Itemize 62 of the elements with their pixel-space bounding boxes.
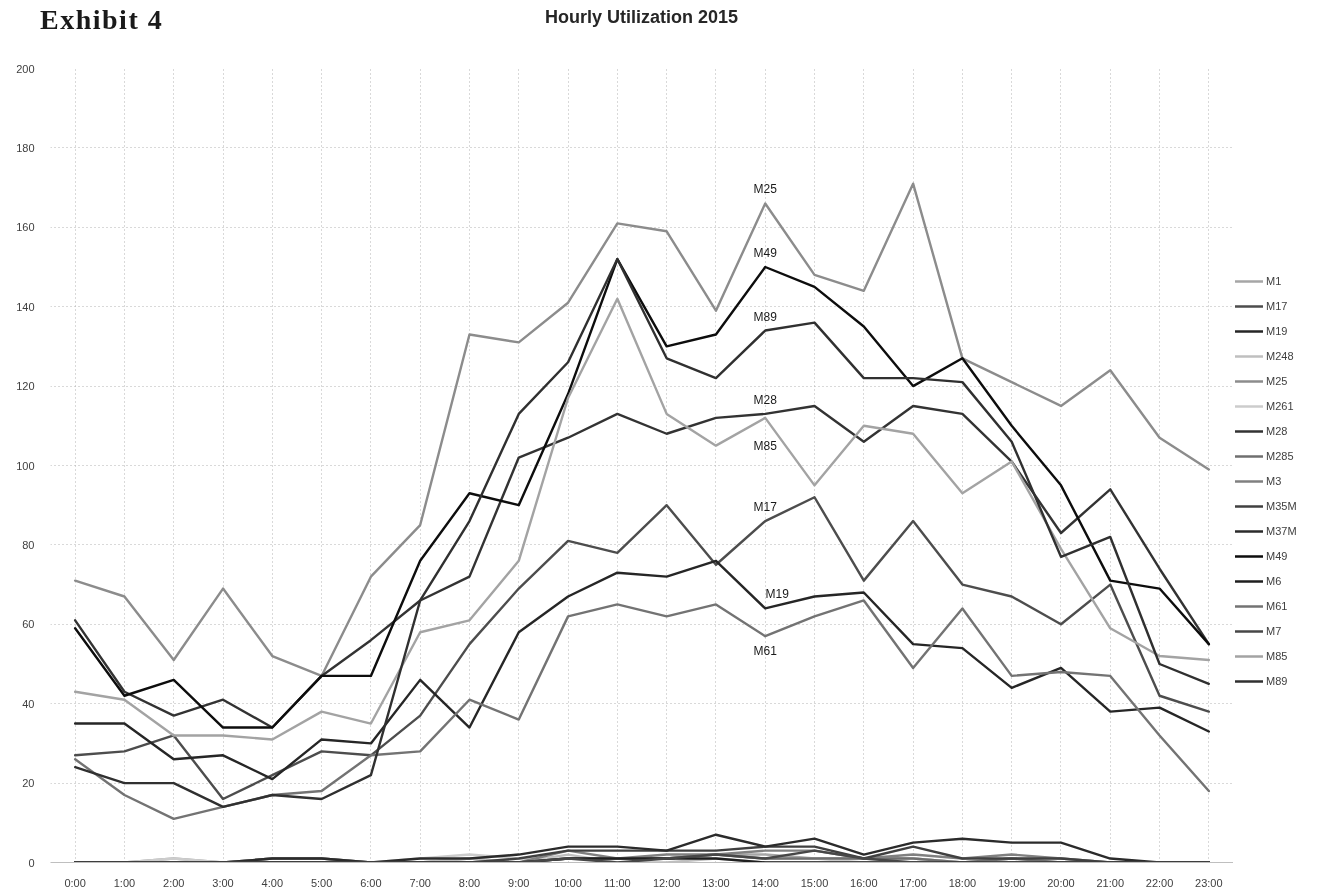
- x-tick-label: 5:00: [310, 876, 333, 889]
- legend-label: M28: [1266, 424, 1288, 439]
- legend-label: M25: [1266, 374, 1288, 389]
- legend-label: M17: [1266, 299, 1288, 314]
- x-tick-label: 11:00: [604, 876, 631, 889]
- x-tick-label: 9:00: [508, 876, 530, 889]
- y-tick-label: 100: [16, 459, 35, 472]
- legend-label: M3: [1266, 474, 1283, 489]
- annotation: M49: [753, 246, 778, 260]
- legend-label: M261: [1266, 399, 1294, 414]
- x-tick-label: 10:00: [554, 876, 582, 889]
- x-tick-label: 21:00: [1096, 876, 1125, 889]
- x-tick-label: 4:00: [261, 876, 284, 889]
- legend-label: M1: [1266, 274, 1283, 289]
- text: Exhibit 4: [40, 4, 164, 37]
- x-tick-label: 15:00: [800, 876, 829, 889]
- y-tick-label: 20: [22, 777, 35, 790]
- y-tick-label: 180: [16, 141, 35, 154]
- x-tick-label: 0:00: [64, 876, 86, 889]
- legend-label: M6: [1266, 574, 1283, 589]
- y-tick-label: 140: [16, 300, 35, 313]
- annotation: M17: [753, 500, 778, 515]
- annotation: M61: [753, 644, 778, 659]
- x-tick-label: 3:00: [212, 876, 234, 889]
- legend-label: M19: [1266, 324, 1288, 339]
- x-tick-label: 8:00: [458, 876, 481, 889]
- x-tick-label: 2:00: [163, 876, 185, 889]
- annotation: M85: [753, 438, 778, 453]
- chart-title: Hourly Utilization 2015: [544, 7, 739, 27]
- legend-label: M61: [1266, 599, 1288, 614]
- annotation: M19: [765, 587, 790, 602]
- x-tick-label: 1:00: [113, 876, 136, 889]
- x-tick-label: 19:00: [997, 876, 1026, 889]
- x-tick-label: 12:00: [652, 876, 681, 889]
- legend-label: M248: [1266, 349, 1294, 364]
- x-tick-label: 23:00: [1195, 876, 1223, 889]
- x-tick-label: 6:00: [360, 876, 382, 889]
- legend-label: M85: [1266, 649, 1288, 664]
- y-tick-label: 200: [16, 62, 35, 75]
- y-tick-label: 80: [22, 538, 35, 551]
- y-tick-label: 0: [28, 856, 35, 869]
- annotation: M28: [753, 392, 778, 407]
- annotation: M89: [753, 309, 778, 324]
- legend-label: M285: [1266, 449, 1294, 464]
- y-tick-label: 120: [16, 380, 35, 393]
- legend-label: M89: [1266, 674, 1288, 689]
- x-tick-label: 13:00: [702, 876, 730, 889]
- x-tick-label: 17:00: [899, 876, 927, 889]
- legend-label: M7: [1266, 624, 1283, 639]
- x-tick-label: 16:00: [850, 876, 878, 889]
- legend-label: M35M: [1266, 499, 1297, 514]
- x-tick-label: 18:00: [948, 876, 977, 889]
- annotation: M25: [753, 182, 778, 197]
- x-tick-label: 7:00: [409, 876, 431, 889]
- y-tick-label: 160: [16, 221, 35, 234]
- x-tick-label: 14:00: [751, 876, 779, 889]
- y-tick-label: 40: [22, 697, 35, 710]
- x-tick-label: 22:00: [1145, 876, 1174, 889]
- legend-label: M37M: [1266, 524, 1297, 539]
- x-tick-label: 20:00: [1047, 876, 1075, 889]
- y-tick-label: 60: [22, 618, 35, 631]
- legend-label: M49: [1266, 549, 1288, 564]
